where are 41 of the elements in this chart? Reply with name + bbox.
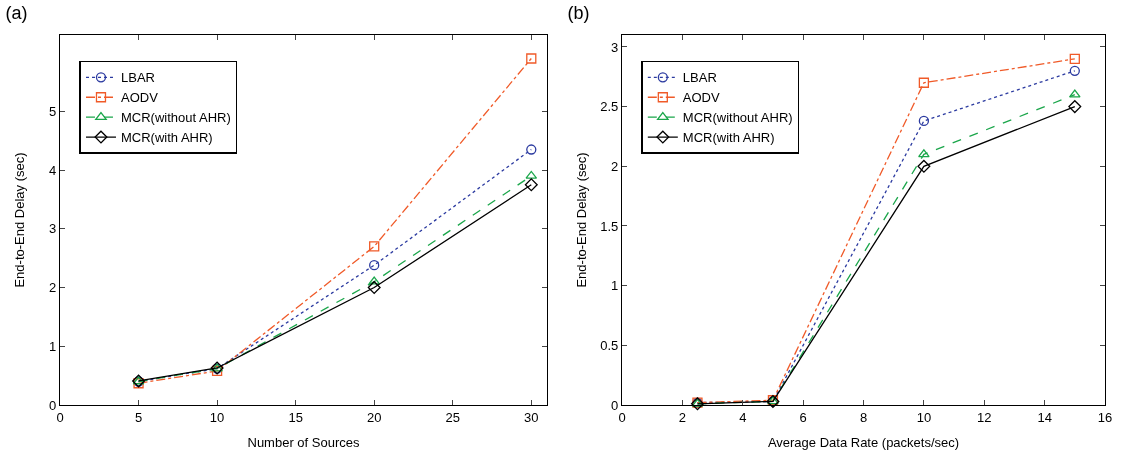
x-tick-label: 15 — [288, 409, 303, 425]
y-tick-label: 1 — [49, 338, 57, 354]
x-axis-title: Average Data Rate (packets/sec) — [767, 435, 960, 450]
y-tick-label: 0.5 — [600, 337, 619, 353]
x-tick-label: 12 — [977, 409, 992, 425]
y-tick-label: 3 — [49, 221, 57, 237]
legend-label: MCR(without AHR) — [120, 110, 231, 126]
chart-title: (a) — [5, 3, 28, 24]
x-tick-label: 4 — [739, 409, 747, 425]
y-tick-label: 0 — [49, 397, 57, 413]
x-tick-label: 2 — [678, 409, 686, 425]
x-tick-label: 25 — [445, 409, 460, 425]
x-tick-label: 10 — [209, 409, 225, 425]
y-tick-label: 4 — [49, 162, 57, 178]
y-tick-label: 2.5 — [600, 99, 619, 115]
legend-label: AODV — [120, 90, 159, 106]
y-tick-label: 5 — [49, 103, 57, 119]
y-tick-label: 2 — [49, 280, 57, 296]
y-tick-label: 1 — [611, 278, 619, 294]
y-tick-label: 2 — [611, 158, 619, 174]
legend-label: LBAR — [682, 70, 717, 86]
x-tick-label: 10 — [916, 409, 932, 425]
y-tick-label: 3 — [611, 39, 619, 55]
chart-title: (b) — [567, 3, 590, 24]
legend-label: LBAR — [120, 70, 155, 86]
x-tick-label: 16 — [1097, 409, 1113, 425]
x-tick-label: 8 — [859, 409, 868, 425]
x-tick-label: 5 — [134, 409, 143, 425]
x-axis-title: Number of Sources — [247, 435, 360, 450]
legend-label: MCR(with AHR) — [682, 130, 775, 146]
legend-label: MCR(with AHR) — [120, 130, 213, 146]
y-axis-title: End-to-End Delay (sec) — [573, 152, 589, 288]
x-tick-label: 6 — [799, 409, 807, 425]
legend-label: AODV — [682, 90, 720, 106]
y-tick-label: 1.5 — [600, 218, 619, 234]
x-tick-label: 20 — [366, 409, 382, 425]
x-tick-label: 14 — [1037, 409, 1052, 425]
legend-label: MCR(without AHR) — [682, 110, 793, 126]
x-tick-label: 30 — [524, 409, 539, 425]
y-tick-label: 0 — [611, 397, 619, 413]
y-axis-title: End-to-End Delay (sec) — [11, 152, 27, 288]
